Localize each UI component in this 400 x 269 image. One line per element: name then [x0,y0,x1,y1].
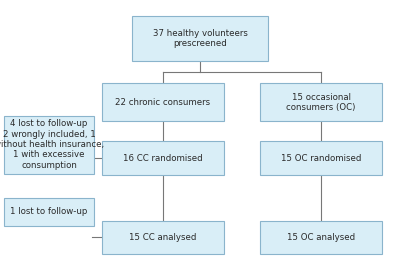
FancyBboxPatch shape [260,221,382,254]
FancyBboxPatch shape [102,141,224,175]
Text: 22 chronic consumers: 22 chronic consumers [116,98,210,107]
Text: 15 CC analysed: 15 CC analysed [129,233,197,242]
Text: 15 OC analysed: 15 OC analysed [287,233,355,242]
FancyBboxPatch shape [260,83,382,121]
FancyBboxPatch shape [102,221,224,254]
Text: 37 healthy volunteers
prescreened: 37 healthy volunteers prescreened [152,29,248,48]
Text: 15 occasional
consumers (OC): 15 occasional consumers (OC) [286,93,356,112]
Text: 15 OC randomised: 15 OC randomised [281,154,361,162]
FancyBboxPatch shape [102,83,224,121]
FancyBboxPatch shape [4,116,94,174]
FancyBboxPatch shape [132,16,268,61]
Text: 16 CC randomised: 16 CC randomised [123,154,203,162]
FancyBboxPatch shape [4,198,94,226]
Text: 4 lost to follow-up
2 wrongly included, 1
without health insurance,
1 with exces: 4 lost to follow-up 2 wrongly included, … [0,119,104,170]
FancyBboxPatch shape [260,141,382,175]
Text: 1 lost to follow-up: 1 lost to follow-up [10,207,88,216]
